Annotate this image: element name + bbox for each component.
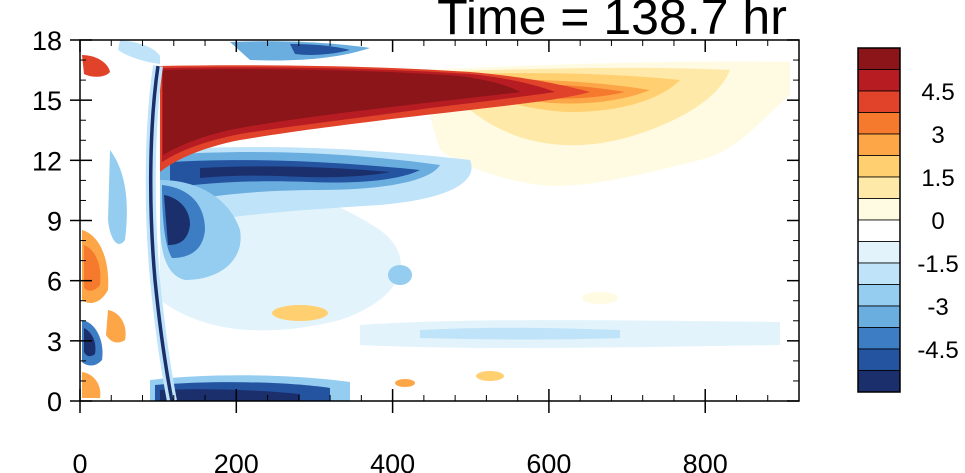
y-tick-label: 15 (32, 86, 62, 116)
colorbar-label: 3 (931, 122, 944, 149)
contour-left-orange-low (106, 310, 126, 343)
colorbar: 4.5 3 1.5 0 -1.5 -3 -4.5 (857, 47, 959, 393)
x-tick-label: 0 (72, 449, 87, 473)
contour-left-red-top (82, 55, 110, 77)
contour-left-orange-base (82, 372, 101, 398)
contour-neg-light-lower2 (420, 327, 620, 340)
colorbar-frame (857, 47, 901, 393)
contour-neg-blob-dark (164, 195, 190, 245)
colorbar-label: 4.5 (921, 79, 954, 106)
colorbar-label: -4.5 (917, 337, 958, 364)
colorbar-swatch (857, 305, 901, 328)
y-tick-label: 9 (47, 207, 62, 237)
x-tick-label: 800 (683, 449, 728, 473)
chart-title: Time = 138.7 hr (437, 0, 787, 45)
colorbar-swatch (857, 47, 901, 70)
x-axis: 0 200 400 600 800 (72, 40, 769, 473)
contour-left-blue-low2 (84, 328, 96, 357)
colorbar-swatch (857, 112, 901, 135)
contour-spot-light-1 (582, 292, 618, 304)
contour-left-orange-mid2 (84, 245, 101, 291)
colorbar-swatch (857, 133, 901, 156)
colorbar-swatch (857, 90, 901, 113)
contour-neg-band-darkest (200, 166, 390, 178)
contour-left-blue-diag (108, 150, 127, 244)
contour-spot-orange-2 (395, 379, 415, 387)
plot-area (79, 39, 800, 402)
contour-pos-core-dark (163, 69, 520, 155)
front-line (148, 65, 174, 401)
y-axis: 0 3 6 9 12 15 18 (32, 26, 799, 417)
colorbar-label: 0 (931, 208, 944, 235)
colorbar-label: -1.5 (917, 251, 958, 278)
x-tick-label: 200 (214, 449, 259, 473)
y-tick-label: 18 (32, 26, 62, 56)
contour-spot-orange-3 (476, 371, 504, 381)
x-tick-label: 600 (526, 449, 571, 473)
y-tick-label: 3 (47, 327, 62, 357)
colorbar-swatch (857, 327, 901, 350)
contour-neg-surface-dark (160, 389, 300, 401)
contour-spot-blue-1 (388, 265, 412, 285)
y-tick-label: 0 (47, 387, 62, 417)
contour-left-light-blue-top (118, 40, 160, 64)
colorbar-swatch (857, 69, 901, 92)
contour-top-blue-dark (290, 44, 350, 55)
colorbar-swatch (857, 219, 901, 242)
colorbar-swatch (857, 155, 901, 178)
colorbar-swatch (857, 348, 901, 371)
colorbar-swatch (857, 262, 901, 285)
x-tick-label: 400 (370, 449, 415, 473)
contour-spot-orange-1 (272, 305, 328, 321)
colorbar-swatch (857, 241, 901, 264)
colorbar-label: 1.5 (921, 165, 954, 192)
colorbar-label: -3 (927, 294, 948, 321)
colorbar-swatch (857, 198, 901, 221)
colorbar-swatch (857, 370, 901, 393)
y-tick-label: 6 (47, 267, 62, 297)
y-tick-label: 12 (32, 146, 62, 176)
colorbar-swatch (857, 176, 901, 199)
colorbar-swatch (857, 284, 901, 307)
contour-field (82, 40, 790, 401)
